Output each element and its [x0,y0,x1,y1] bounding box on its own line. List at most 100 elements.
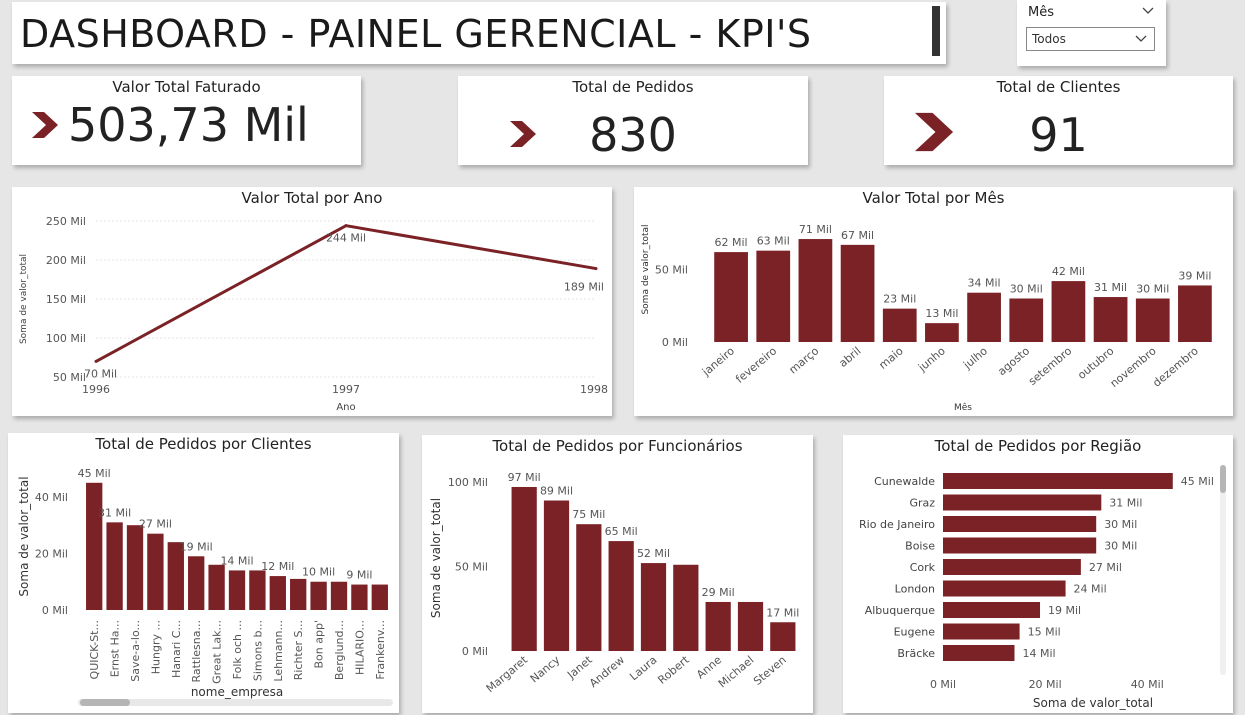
bar [1093,297,1128,342]
month-slicer: Mês Todos [1017,0,1166,66]
horizontal-scrollbar-thumb[interactable] [80,699,130,706]
kpi-value: 503,73 Mil [68,98,309,152]
bar [167,542,184,610]
y-tick-label: 100 Mil [448,476,488,489]
data-label: 89 Mil [540,485,573,498]
x-tick-label: Folk och ... [231,620,244,679]
y-tick-label: 50 Mil [53,371,86,384]
x-tick-label: julho [960,344,990,372]
data-label: 31 Mil [1109,497,1142,510]
data-label: 42 Mil [1052,265,1085,278]
y-tick-label: Bräcke [897,647,935,660]
x-tick-label: Margaret [484,653,531,695]
x-tick-label: Lehmann... [272,620,285,682]
data-label: 97 Mil [508,471,541,484]
x-tick-label: QUICK-St... [88,620,101,679]
series-line [95,224,597,363]
bar [351,584,368,610]
bar [608,541,634,651]
x-tick-label: Save-a-lo... [129,620,142,682]
data-label: 9 Mil [346,569,372,582]
data-label: 244 Mil [326,232,366,245]
y-tick-label: London [895,583,935,596]
bar-chart-clientes: 0 Mil 20 Mil 40 Mil 45 Mil QUICK-St... 31 Mil… [17,467,393,706]
y-tick-label: 0 Mil [462,645,488,658]
data-label: 14 Mil [1022,647,1055,660]
bar [511,486,537,651]
x-tick-label: janeiro [699,344,737,379]
x-tick-label: novembro [1108,344,1159,390]
bar [943,473,1173,489]
slicer-label: Mês [1028,5,1054,20]
x-tick-label: 40 Mil [1131,678,1164,691]
data-label: 13 Mil [925,307,958,320]
x-tick-label: agosto [995,344,1032,378]
bar [943,645,1015,661]
bar-chart-mes: 0 Mil 50 Mil 62 Mil janeiro 63 Mil fevereiro 7… [641,223,1212,413]
hbar-chart-regiao: Cunewalde 45 Mil Graz 31 Mil Rio de Janeiro 3… [859,465,1226,710]
chevron-down-icon[interactable] [1141,4,1155,18]
bar [943,580,1066,597]
data-label: 70 Mil [84,367,117,380]
bar [943,559,1081,575]
data-label: 34 Mil [968,277,1001,290]
title-accent-bar [932,6,940,56]
bar [290,578,307,610]
kpi-card-valor-total: Valor Total Faturado 503,73 Mil [12,76,361,165]
bar [798,239,833,342]
chart-title: Total de Pedidos por Funcionários [492,437,743,455]
bar [106,522,123,610]
bar [1178,285,1212,342]
x-tick-label: Laura [627,653,659,683]
x-tick-label: 0 Mil [930,678,956,691]
vertical-scrollbar-thumb[interactable] [1220,465,1226,493]
data-label: 10 Mil [302,566,335,579]
bar [576,524,602,651]
y-tick-label: Rio de Janeiro [859,518,935,531]
kpi-card-total-clientes: Total de Clientes 91 [884,76,1233,165]
data-label: 27 Mil [1089,561,1122,574]
bar [208,564,225,610]
bar [543,500,570,651]
y-axis-title: Soma de valor_total [17,476,31,596]
chart-title: Total de Pedidos por Região [934,437,1142,455]
kpi-title: Total de Clientes [996,78,1121,96]
data-point [344,224,348,228]
chevron-right-icon [510,121,536,147]
bar [269,576,286,610]
data-label: 39 Mil [1178,269,1211,282]
x-axis-title: nome_empresa [191,685,283,699]
kpi-title: Total de Pedidos [572,78,694,96]
vertical-scrollbar-track [1220,465,1226,675]
chart-pedidos-por-funcionarios: Total de Pedidos por Funcionários 0 Mil 5… [422,435,813,713]
data-point [594,267,598,271]
chart-valor-por-ano: Valor Total por Ano 50 Mil 100 Mil 150 Mil… [12,187,612,416]
chart-title: Valor Total por Ano [241,189,383,207]
x-tick-label: Steven [751,653,789,688]
x-tick-label: Bon app' [313,620,326,668]
dashboard-title-card: DASHBOARD - PAINEL GERENCIAL - KPI'S [12,2,946,64]
y-tick-label: 250 Mil [46,215,86,228]
y-tick-label: 0 Mil [662,336,688,349]
bar [882,308,917,342]
data-label: 63 Mil [757,235,790,248]
bar [86,482,103,610]
month-dropdown[interactable]: Todos [1026,27,1155,51]
bar [1051,281,1086,342]
bar [770,622,796,651]
bar [310,581,327,610]
data-label: 12 Mil [261,560,294,573]
bar [967,292,1001,342]
bar [249,570,266,610]
y-tick-label: 40 Mil [35,491,68,504]
y-tick-label: 20 Mil [35,547,68,560]
data-label: 31 Mil [98,506,131,519]
chevron-right-icon [914,112,954,152]
x-tick-label: junho [915,344,948,375]
bar [1009,298,1044,342]
y-tick-label: 50 Mil [655,264,688,277]
x-axis-title: Mês [954,402,972,413]
data-label: 65 Mil [605,525,638,538]
x-tick-label: Frankenv... [374,620,387,680]
data-label: 71 Mil [799,223,832,236]
